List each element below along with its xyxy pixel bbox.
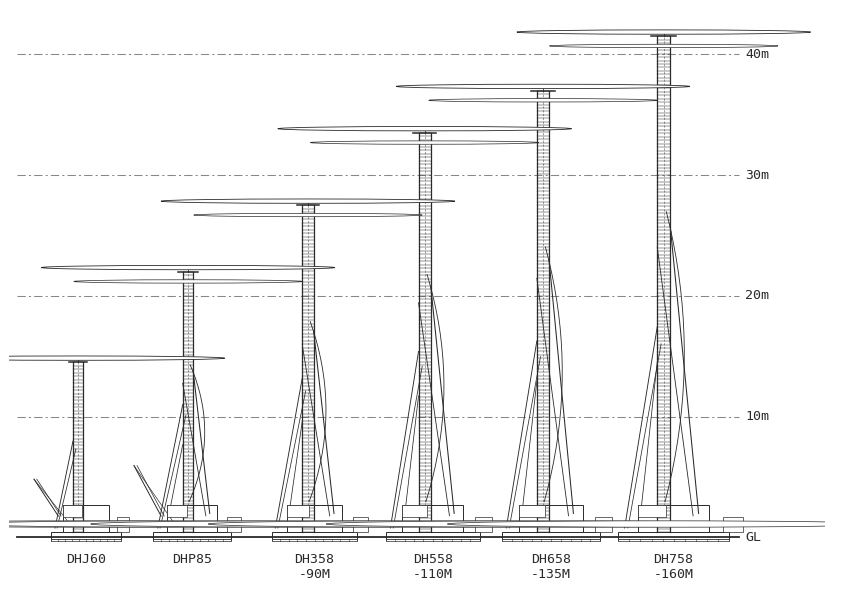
Circle shape [549,45,778,48]
Circle shape [194,214,422,217]
Circle shape [41,265,335,270]
Bar [227,517,241,532]
Text: -160M: -160M [654,568,694,581]
Text: DH658: DH658 [531,553,571,566]
Bar [519,506,583,532]
Bar [402,506,427,517]
Circle shape [278,126,571,131]
Bar [595,517,613,532]
Bar [519,506,545,517]
Circle shape [428,99,657,102]
Bar [272,539,357,542]
Bar [502,532,600,539]
Circle shape [162,199,455,203]
Text: DH558: DH558 [413,553,453,566]
Text: DHP85: DHP85 [172,553,212,566]
Bar [402,506,463,532]
Text: 20m: 20m [745,289,769,303]
Bar [51,532,121,539]
Bar [167,506,218,532]
Bar [638,506,710,532]
Circle shape [396,84,690,88]
Text: -135M: -135M [531,568,571,581]
Text: -110M: -110M [413,568,453,581]
Bar [153,539,231,542]
Text: DH758: DH758 [654,553,694,566]
Bar [64,506,82,517]
Circle shape [208,521,639,527]
Text: 30m: 30m [745,169,769,182]
Bar [502,539,600,542]
Circle shape [91,521,522,527]
Circle shape [0,521,400,527]
Circle shape [326,521,757,527]
Bar [153,532,231,539]
Bar [386,532,479,539]
Bar [638,506,666,517]
Bar [386,539,479,542]
Bar [64,506,109,532]
Bar [722,517,743,532]
Text: GL: GL [745,531,762,544]
Bar [474,517,491,532]
Bar [286,506,309,517]
Bar [272,532,357,539]
Bar [619,532,728,539]
Bar [117,517,129,532]
Bar [619,539,728,542]
Bar [51,539,121,542]
Circle shape [517,30,811,34]
Text: DHJ60: DHJ60 [66,553,106,566]
Text: 10m: 10m [745,410,769,423]
Bar [286,506,343,532]
Circle shape [447,521,850,527]
Text: -90M: -90M [298,568,331,581]
Bar [353,517,368,532]
Text: 40m: 40m [745,48,769,61]
Circle shape [74,280,303,283]
Circle shape [0,356,224,361]
Circle shape [310,141,539,144]
Bar [167,506,187,517]
Circle shape [0,521,295,527]
Text: DH358: DH358 [294,553,335,566]
